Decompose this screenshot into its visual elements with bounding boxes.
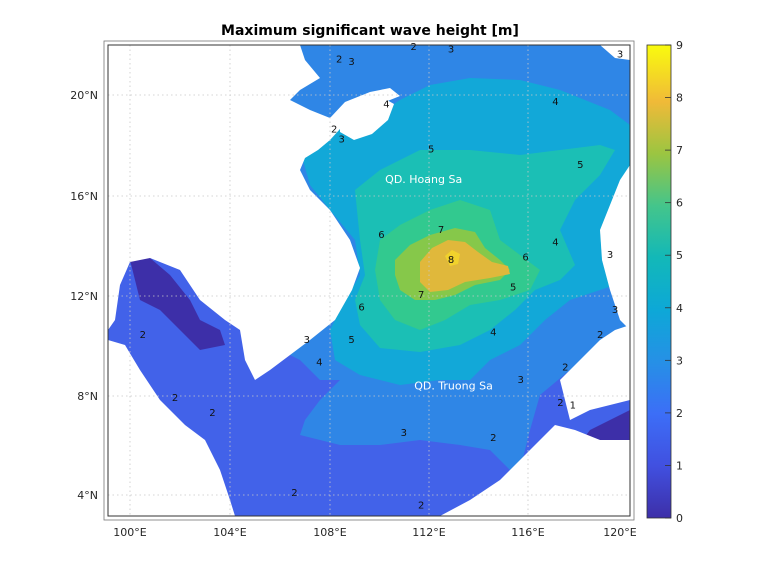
contour-label: 2 [597,330,603,341]
contour-label: 2 [209,408,215,419]
contour-label: 2 [336,55,342,66]
contour-label: 3 [304,335,310,346]
contour-label: 2 [557,398,563,409]
contour-label: 6 [358,303,364,314]
contour-label: 5 [428,145,434,156]
map-outer-frame [103,40,635,521]
lon-tick: 100°E [113,526,146,539]
contour-label: 2 [172,393,178,404]
land-china [108,45,400,380]
wave-height-field [108,45,630,516]
place-label: QD. Truong Sa [414,379,493,392]
figure-title: Maximum significant wave height [m] [221,23,519,39]
contour-label: 2 [331,125,337,136]
land-luzon [600,165,630,330]
colorbar-tick-label: 4 [676,302,683,315]
band-level-peak [445,250,460,266]
contour-label: 2 [411,42,417,53]
contour-label: 1 [570,400,576,411]
lon-tick: 104°E [213,526,246,539]
contour-label: 5 [577,160,583,171]
contour-label: 2 [490,433,496,444]
contour-label: 8 [448,255,454,266]
lat-tick: 12°N [70,290,98,303]
contour-label: 6 [378,230,384,241]
contour-label: 4 [552,237,558,248]
contour-label: 6 [522,252,528,263]
contour-label: 7 [418,290,424,301]
contour-label: 3 [517,375,523,386]
contour-label: 7 [438,225,444,236]
grid [108,45,630,516]
lon-tick: 108°E [313,526,346,539]
contour-label: 4 [552,97,558,108]
contour-label: 2 [562,363,568,374]
land-taiwan [600,45,630,60]
colorbar-tick-label: 5 [676,249,683,262]
colorbar-tick-label: 3 [676,354,683,367]
contour-label: 5 [510,283,516,294]
contour-label: 3 [617,50,623,61]
band-level-8 [420,240,510,292]
band-level-1 [130,258,225,350]
lon-axis: 100°E 104°E 108°E 112°E 116°E 120°E [113,526,636,539]
contour-label: 5 [348,335,354,346]
lon-tick: 112°E [412,526,445,539]
contour-label: 3 [348,57,354,68]
contour-label: 4 [316,358,322,369]
contour-label: 3 [338,135,344,146]
colorbar-tick-label: 2 [676,407,683,420]
lat-tick: 20°N [70,89,98,102]
colorbar-tick-label: 8 [676,92,683,105]
lat-tick: 16°N [70,190,98,203]
contour-label: 3 [448,45,454,56]
contour-label: 3 [612,305,618,316]
lon-tick: 116°E [511,526,544,539]
contour-label: 2 [418,500,424,511]
colorbar-tick-label: 9 [676,39,683,52]
contour-label: 3 [607,250,613,261]
colorbar-tick-label: 0 [676,512,683,525]
lat-axis: 20°N 16°N 12°N 8°N 4°N [70,89,98,502]
lon-tick: 120°E [603,526,636,539]
place-label: QD. Hoang Sa [385,173,462,186]
contour-label: 4 [490,328,496,339]
colorbar-tick-label: 6 [676,197,683,210]
lat-tick: 4°N [77,489,98,502]
contour-label: 2 [291,488,297,499]
contour-label: 2 [140,330,146,341]
land-borneo [440,425,630,516]
colorbar-tick-label: 7 [676,144,683,157]
colorbar [646,44,672,519]
land-malay [108,340,235,516]
colorbar-ticks: 0 1 2 3 4 5 6 7 8 9 [665,39,683,525]
contour-label: 3 [401,428,407,439]
land-hainan [340,96,394,140]
place-labels: QD. Hoang Sa QD. Truong Sa [385,173,493,393]
map-frame [107,44,631,517]
contour-label: 4 [383,100,389,111]
lat-tick: 8°N [77,390,98,403]
colorbar-tick-label: 1 [676,459,683,472]
